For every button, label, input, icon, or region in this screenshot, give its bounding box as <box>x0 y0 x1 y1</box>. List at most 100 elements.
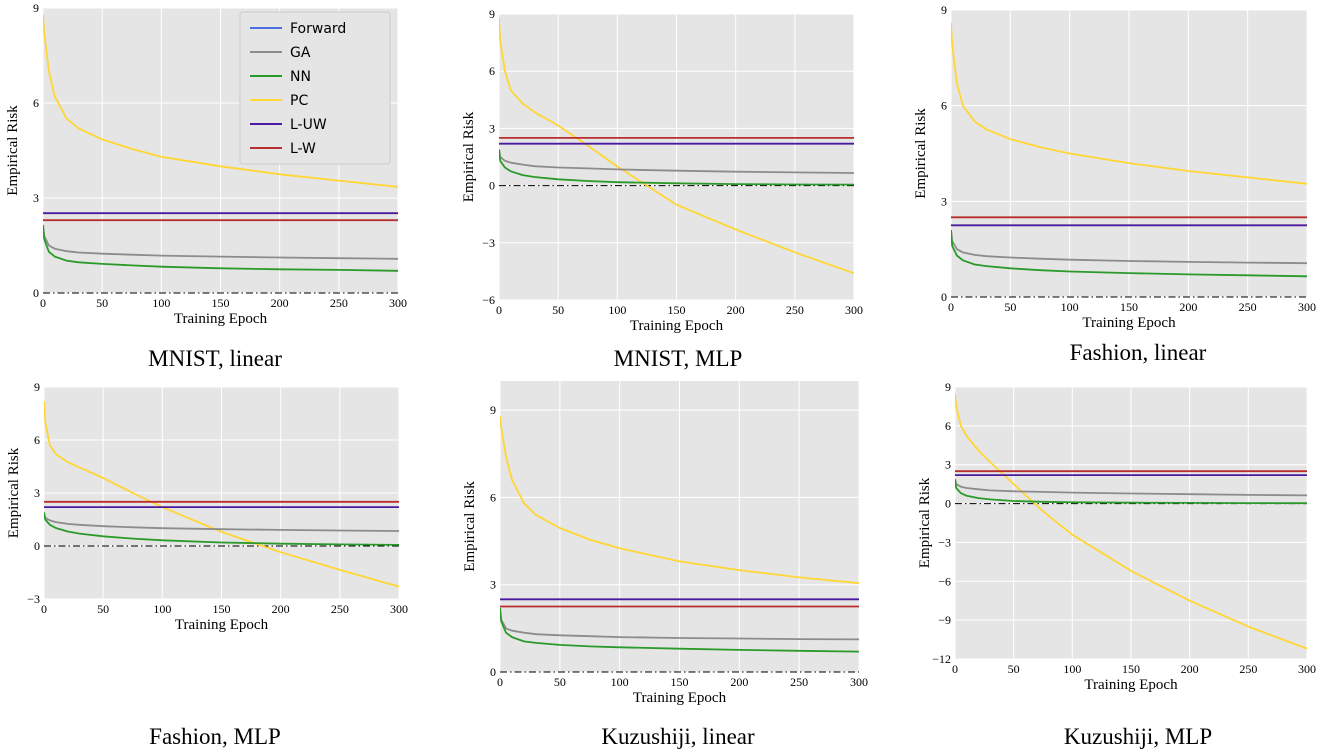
series-line-ga <box>43 224 398 260</box>
series-line-ga <box>500 607 859 641</box>
y-tick-label: −12 <box>932 652 951 666</box>
series-line-ga <box>44 512 399 532</box>
x-tick-label: 250 <box>790 675 808 689</box>
x-tick-label: 0 <box>40 296 46 310</box>
x-tick-label: 300 <box>845 303 863 317</box>
y-tick-label: −6 <box>482 293 495 307</box>
x-axis-label: Training Epoch <box>630 318 724 334</box>
x-tick-label: 0 <box>41 602 47 616</box>
y-tick-label: −3 <box>938 535 951 549</box>
x-tick-label: 50 <box>96 296 108 310</box>
y-axis-label: Empirical Risk <box>917 477 933 568</box>
y-tick-label: 3 <box>945 458 951 472</box>
y-tick-label: 0 <box>33 286 39 300</box>
y-tick-label: −9 <box>938 613 951 627</box>
subplot-6: 0 50 100 150 200 250 300 −12 −9 −6 −3 0 3 6 9 Training … <box>917 380 1316 749</box>
y-tick-label: 9 <box>490 403 496 417</box>
legend-label: L-UW <box>290 117 327 133</box>
x-tick-label: 50 <box>97 602 109 616</box>
series-group <box>44 401 399 588</box>
x-tick-label: 100 <box>152 296 170 310</box>
x-tick-label: 150 <box>213 602 231 616</box>
series-line-nn <box>951 229 1307 278</box>
x-tick-label: 150 <box>1120 300 1138 314</box>
series-line-nn <box>500 607 859 653</box>
legend-label: NN <box>290 69 311 85</box>
x-tick-label: 50 <box>554 675 566 689</box>
y-tick-label: 3 <box>490 578 496 592</box>
x-tick-label: 50 <box>552 303 564 317</box>
series-line-ga <box>951 229 1307 265</box>
y-tick-label: 6 <box>33 96 39 110</box>
x-tick-label: 300 <box>1298 662 1316 676</box>
y-tick-label: 9 <box>33 1 39 15</box>
x-tick-label: 150 <box>668 303 686 317</box>
x-axis-label: Training Epoch <box>175 617 269 633</box>
x-tick-label: 100 <box>153 602 171 616</box>
series-line-pc <box>44 401 399 588</box>
subplot-caption: Kuzushiji, linear <box>601 724 755 749</box>
y-tick-label: 3 <box>489 121 495 135</box>
subplot-caption: MNIST, MLP <box>614 346 743 371</box>
series-line-ga <box>955 478 1307 497</box>
y-tick-label: 3 <box>33 191 39 205</box>
y-axis-label: Empirical Risk <box>913 108 929 199</box>
x-tick-label: 250 <box>331 602 349 616</box>
x-tick-label: 150 <box>1122 662 1140 676</box>
series-line-nn <box>43 224 398 272</box>
x-tick-label: 200 <box>727 303 745 317</box>
subplot-caption: Fashion, linear <box>1070 340 1207 365</box>
x-tick-label: 100 <box>1061 300 1079 314</box>
y-axis-label: Empirical Risk <box>461 111 477 202</box>
x-tick-label: 250 <box>1239 662 1257 676</box>
series-line-nn <box>44 512 399 546</box>
legend-box <box>239 11 391 165</box>
x-tick-label: 250 <box>330 296 348 310</box>
x-tick-label: 250 <box>1239 300 1257 314</box>
x-tick-label: 200 <box>1179 300 1197 314</box>
x-tick-label: 200 <box>730 675 748 689</box>
x-tick-label: 0 <box>948 300 954 314</box>
x-tick-label: 50 <box>1004 300 1016 314</box>
y-tick-label: 3 <box>941 194 947 208</box>
y-tick-label: 6 <box>941 99 947 113</box>
y-tick-label: 9 <box>489 7 495 21</box>
legend: Forward GA NN PC L-UW L-W <box>239 11 391 165</box>
y-axis-label: Empirical Risk <box>5 105 21 196</box>
series-line-pc <box>955 393 1307 650</box>
y-axis-label: Empirical Risk <box>462 481 478 572</box>
subplot-caption: Fashion, MLP <box>149 724 281 749</box>
y-tick-label: 0 <box>490 665 496 679</box>
subplot-caption: MNIST, linear <box>148 346 282 371</box>
x-tick-label: 50 <box>1008 662 1020 676</box>
y-tick-label: 9 <box>941 3 947 17</box>
y-axis-label: Empirical Risk <box>6 447 22 538</box>
x-axis-label: Training Epoch <box>1082 315 1176 331</box>
x-tick-label: 150 <box>671 675 689 689</box>
x-tick-label: 100 <box>611 675 629 689</box>
legend-label: Forward <box>290 21 346 37</box>
x-tick-label: 250 <box>786 303 804 317</box>
subplot-2: 0 50 100 150 200 250 300 −6 −3 0 3 6 9 Training Epoch… <box>461 7 863 371</box>
series-line-pc <box>499 17 854 275</box>
subplot-5: 0 50 100 150 200 250 300 0 3 6 9 Training Epoch Empi… <box>462 381 868 749</box>
y-tick-label: 6 <box>490 490 496 504</box>
x-tick-label: 0 <box>496 303 502 317</box>
x-tick-label: 300 <box>850 675 868 689</box>
series-group <box>955 393 1307 650</box>
x-tick-label: 150 <box>212 296 230 310</box>
x-tick-label: 0 <box>952 662 958 676</box>
legend-label: GA <box>290 45 311 61</box>
x-tick-label: 200 <box>271 296 289 310</box>
x-axis-label: Training Epoch <box>1084 677 1178 693</box>
y-tick-label: 6 <box>945 419 951 433</box>
subplot-caption: Kuzushiji, MLP <box>1064 724 1212 749</box>
x-tick-label: 300 <box>1298 300 1316 314</box>
x-tick-label: 200 <box>1181 662 1199 676</box>
y-tick-label: 0 <box>489 179 495 193</box>
y-tick-label: 9 <box>34 380 40 394</box>
series-line-pc <box>43 14 398 188</box>
y-tick-label: 0 <box>945 497 951 511</box>
series-group <box>500 415 859 653</box>
